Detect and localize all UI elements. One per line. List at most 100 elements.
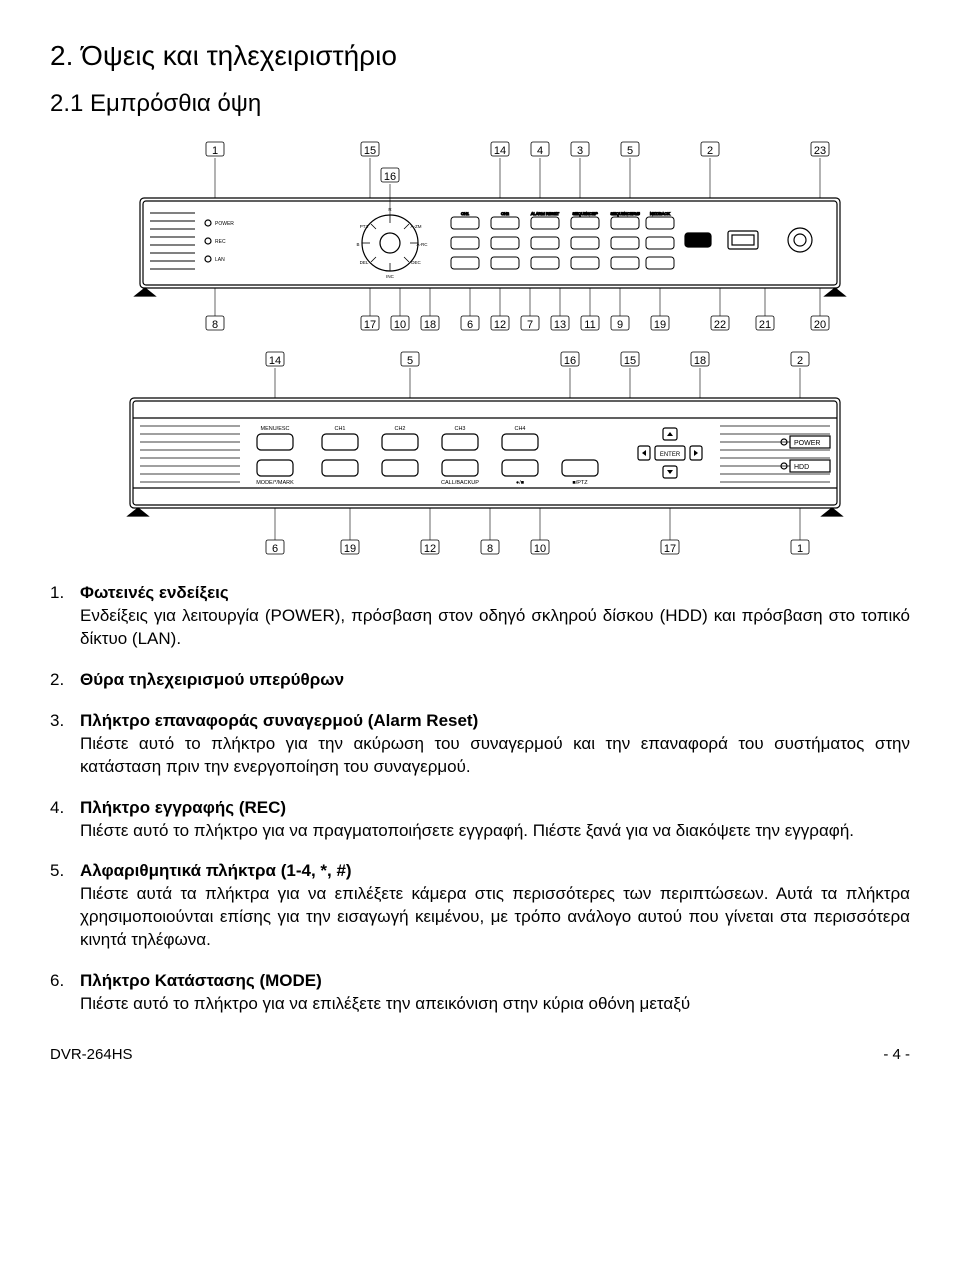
svg-text:2: 2 bbox=[707, 145, 713, 157]
svg-text:8: 8 bbox=[212, 319, 218, 331]
svg-text:R: R bbox=[388, 207, 392, 212]
svg-text:20: 20 bbox=[814, 319, 826, 331]
item-number: 6. bbox=[50, 970, 80, 1016]
numbered-list: 1.Φωτεινές ενδείξεις Ενδείξεις για λειτου… bbox=[50, 582, 910, 1016]
svg-text:16: 16 bbox=[384, 171, 396, 183]
svg-text:22: 22 bbox=[714, 319, 726, 331]
svg-text:15: 15 bbox=[624, 355, 636, 367]
svg-text:17: 17 bbox=[664, 543, 676, 555]
svg-text:14: 14 bbox=[269, 355, 281, 367]
svg-text:7: 7 bbox=[527, 319, 533, 331]
svg-text:12: 12 bbox=[424, 543, 436, 555]
item-text: Πιέστε αυτό το πλήκτρο για την ακύρωση τ… bbox=[80, 734, 910, 776]
page-footer: DVR-264HS - 4 - bbox=[50, 1046, 910, 1063]
item-body: Πλήκτρο επαναφοράς συναγερμού (Alarm Res… bbox=[80, 710, 910, 779]
svg-text:REC: REC bbox=[215, 239, 226, 245]
svg-text:NET/BACK: NET/BACK bbox=[650, 211, 670, 216]
svg-text:17: 17 bbox=[364, 319, 376, 331]
svg-text:1: 1 bbox=[797, 543, 803, 555]
item-body: Θύρα τηλεχειρισμού υπερύθρων bbox=[80, 669, 910, 692]
svg-text:CH1: CH1 bbox=[334, 426, 345, 432]
svg-text:14: 14 bbox=[494, 145, 506, 157]
svg-text:POWER: POWER bbox=[215, 221, 234, 227]
subsection-heading: 2.1 Εμπρόσθια όψη bbox=[50, 90, 910, 118]
svg-text:LAN: LAN bbox=[215, 257, 225, 263]
svg-text:4: 4 bbox=[537, 145, 543, 157]
svg-text:6: 6 bbox=[272, 543, 278, 555]
svg-text:HDD: HDD bbox=[794, 464, 809, 471]
item-body: Πλήκτρο εγγραφής (REC) Πιέστε αυτό το πλή… bbox=[80, 797, 910, 843]
svg-text:CH3: CH3 bbox=[454, 426, 465, 432]
svg-text:A-RC: A-RC bbox=[417, 242, 429, 247]
svg-text:MODE/*/MARK: MODE/*/MARK bbox=[256, 480, 294, 486]
svg-text:5: 5 bbox=[407, 355, 413, 367]
list-item: 5.Αλφαριθμητικά πλήκτρα (1-4, *, #) Πιέστ… bbox=[50, 860, 910, 952]
list-item: 6.Πλήκτρο Κατάστασης (MODE) Πιέστε αυτό τ… bbox=[50, 970, 910, 1016]
item-title: Αλφαριθμητικά πλήκτρα (1-4, *, #) bbox=[80, 861, 352, 880]
list-item: 1.Φωτεινές ενδείξεις Ενδείξεις για λειτου… bbox=[50, 582, 910, 651]
section-heading: 2. Όψεις και τηλεχειριστήριο bbox=[50, 40, 910, 72]
front-panel-diagram-2: 1451615182 MENU/ESCCH1CH2CH3CH4 MODE/*/M… bbox=[100, 348, 860, 568]
footer-model: DVR-264HS bbox=[50, 1046, 133, 1063]
item-number: 5. bbox=[50, 860, 80, 952]
item-number: 1. bbox=[50, 582, 80, 651]
svg-text:■/PTZ: ■/PTZ bbox=[572, 480, 588, 486]
svg-text:SEQUENCE/*: SEQUENCE/* bbox=[572, 211, 598, 216]
svg-text:ENTER: ENTER bbox=[660, 452, 681, 458]
svg-text:21: 21 bbox=[759, 319, 771, 331]
svg-text:B: B bbox=[356, 242, 359, 247]
svg-text:●/■: ●/■ bbox=[516, 480, 524, 486]
item-number: 3. bbox=[50, 710, 80, 779]
svg-text:8: 8 bbox=[487, 543, 493, 555]
svg-text:A-ZM: A-ZM bbox=[411, 224, 422, 229]
svg-text:ALARM RESET: ALARM RESET bbox=[531, 211, 560, 216]
svg-text:DEC: DEC bbox=[411, 260, 421, 265]
svg-text:5: 5 bbox=[627, 145, 633, 157]
item-text: Πιέστε αυτό το πλήκτρο για να επιλέξετε … bbox=[80, 994, 690, 1013]
svg-text:CH2: CH2 bbox=[501, 211, 510, 216]
svg-text:16: 16 bbox=[564, 355, 576, 367]
svg-text:12: 12 bbox=[494, 319, 506, 331]
item-number: 2. bbox=[50, 669, 80, 692]
item-body: Πλήκτρο Κατάστασης (MODE) Πιέστε αυτό το … bbox=[80, 970, 910, 1016]
item-title: Φωτεινές ενδείξεις bbox=[80, 583, 229, 602]
item-title: Θύρα τηλεχειρισμού υπερύθρων bbox=[80, 670, 344, 689]
svg-text:SEQUENCE/0/#: SEQUENCE/0/# bbox=[610, 211, 640, 216]
svg-text:19: 19 bbox=[344, 543, 356, 555]
svg-text:9: 9 bbox=[617, 319, 623, 331]
svg-text:CH1: CH1 bbox=[461, 211, 470, 216]
svg-text:6: 6 bbox=[467, 319, 473, 331]
svg-text:18: 18 bbox=[424, 319, 436, 331]
svg-text:CH2: CH2 bbox=[394, 426, 405, 432]
item-text: Ενδείξεις για λειτουργία (POWER), πρόσβα… bbox=[80, 606, 910, 648]
svg-text:19: 19 bbox=[654, 319, 666, 331]
list-item: 4.Πλήκτρο εγγραφής (REC) Πιέστε αυτό το π… bbox=[50, 797, 910, 843]
svg-text:3: 3 bbox=[577, 145, 583, 157]
svg-text:POWER: POWER bbox=[794, 440, 820, 447]
svg-text:10: 10 bbox=[394, 319, 406, 331]
item-text: Πιέστε αυτά τα πλήκτρα για να επιλέξετε … bbox=[80, 884, 910, 949]
svg-text:13: 13 bbox=[554, 319, 566, 331]
footer-page: - 4 - bbox=[883, 1046, 910, 1063]
svg-text:INC: INC bbox=[386, 274, 395, 279]
list-item: 2.Θύρα τηλεχειρισμού υπερύθρων bbox=[50, 669, 910, 692]
list-item: 3.Πλήκτρο επαναφοράς συναγερμού (Alarm R… bbox=[50, 710, 910, 779]
svg-text:18: 18 bbox=[694, 355, 706, 367]
item-number: 4. bbox=[50, 797, 80, 843]
svg-text:23: 23 bbox=[814, 145, 826, 157]
svg-text:DEL: DEL bbox=[360, 260, 369, 265]
svg-text:10: 10 bbox=[534, 543, 546, 555]
front-panel-diagram-1: 1 15 14 4 3 5 2 23 16 POWER REC LAN bbox=[100, 138, 860, 338]
svg-text:MENU/ESC: MENU/ESC bbox=[260, 426, 289, 432]
svg-text:CALL/BACKUP: CALL/BACKUP bbox=[441, 480, 479, 486]
item-body: Φωτεινές ενδείξεις Ενδείξεις για λειτουργ… bbox=[80, 582, 910, 651]
svg-text:PTZ: PTZ bbox=[360, 224, 369, 229]
item-text: Πιέστε αυτό το πλήκτρο για να πραγματοπο… bbox=[80, 821, 854, 840]
item-title: Πλήκτρο εγγραφής (REC) bbox=[80, 798, 286, 817]
svg-text:15: 15 bbox=[364, 145, 376, 157]
item-title: Πλήκτρο επαναφοράς συναγερμού (Alarm Res… bbox=[80, 711, 478, 730]
item-title: Πλήκτρο Κατάστασης (MODE) bbox=[80, 971, 322, 990]
svg-text:11: 11 bbox=[584, 319, 595, 331]
svg-text:2: 2 bbox=[797, 355, 803, 367]
svg-text:1: 1 bbox=[212, 145, 218, 157]
